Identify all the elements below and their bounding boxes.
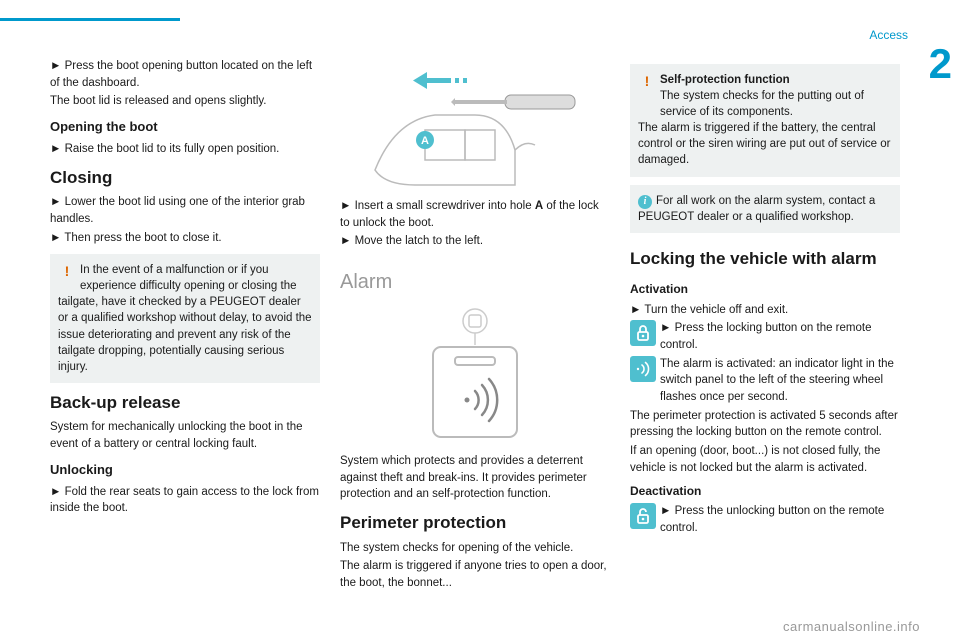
press-boot-instruction: Then press the boot to close it. (50, 230, 320, 247)
chapter-number: 2 (929, 40, 952, 88)
dealer-info-text: For all work on the alarm system, contac… (638, 195, 875, 223)
move-latch-instruction: Move the latch to the left. (340, 233, 610, 250)
backup-release-desc: System for mechanically unlocking the bo… (50, 419, 320, 452)
heading-closing: Closing (50, 166, 320, 191)
content-columns: Press the boot opening button located on… (50, 56, 900, 616)
heading-perimeter: Perimeter protection (340, 511, 610, 536)
self-protection-title: Self-protection function (660, 74, 790, 86)
watermark: carmanualsonline.info (783, 619, 920, 634)
tailgate-warning-text: In the event of a malfunction or if you … (58, 264, 312, 373)
heading-backup-release: Back-up release (50, 391, 320, 416)
alarm-active-row: The alarm is activated: an indicator lig… (630, 356, 900, 406)
top-accent-bar (0, 18, 180, 21)
lower-lid-instruction: Lower the boot lid using one of the inte… (50, 194, 320, 227)
heading-deactivation: Deactivation (630, 483, 900, 500)
press-unlock-instruction: Press the unlocking button on the remote… (660, 505, 884, 534)
perimeter-desc-1: The system checks for opening of the veh… (340, 540, 610, 557)
column-3: ! Self-protection function The system ch… (630, 56, 900, 616)
heading-alarm: Alarm (340, 268, 610, 297)
dealer-info-note: i For all work on the alarm system, cont… (630, 185, 900, 233)
opening-not-closed: If an opening (door, boot...) is not clo… (630, 443, 900, 476)
screwdriver-instruction: ► Insert a small screwdriver into hole A… (340, 198, 610, 231)
column-1: Press the boot opening button located on… (50, 56, 320, 616)
perimeter-5sec: The perimeter protection is activated 5 … (630, 408, 900, 441)
perimeter-desc-2: The alarm is triggered if anyone tries t… (340, 558, 610, 591)
alarm-description: System which protects and provides a det… (340, 453, 610, 503)
heading-activation: Activation (630, 281, 900, 298)
warning-icon: ! (638, 72, 656, 92)
self-protection-body2: The alarm is triggered if the battery, t… (638, 122, 890, 166)
screwdriver-illustration: A (340, 60, 610, 190)
label-a: A (421, 135, 429, 147)
fold-seats-instruction: Fold the rear seats to gain access to th… (50, 484, 320, 517)
alarm-active-text: The alarm is activated: an indicator lig… (660, 356, 900, 406)
column-2: A ► Insert a small screwdriver into hole… (340, 56, 610, 616)
tailgate-warning-note: ! In the event of a malfunction or if yo… (50, 254, 320, 383)
info-icon: i (638, 195, 652, 209)
section-header: Access (869, 28, 908, 42)
boot-open-instruction: Press the boot opening button located on… (50, 58, 320, 91)
self-protection-body1: The system checks for the putting out of… (660, 88, 892, 120)
signal-icon (630, 356, 656, 382)
unlock-button-row: Press the unlocking button on the remote… (630, 503, 900, 536)
unlock-icon (630, 503, 656, 529)
turn-off-instruction: Turn the vehicle off and exit. (630, 302, 900, 319)
lock-icon (630, 320, 656, 346)
warning-icon: ! (58, 262, 76, 282)
heading-locking-alarm: Locking the vehicle with alarm (630, 247, 900, 272)
self-protection-note: ! Self-protection function The system ch… (630, 64, 900, 177)
heading-opening-boot: Opening the boot (50, 118, 320, 137)
lock-button-row: Press the locking button on the remote c… (630, 320, 900, 353)
heading-unlocking: Unlocking (50, 461, 320, 480)
boot-release-note: The boot lid is released and opens sligh… (50, 93, 320, 110)
raise-lid-instruction: Raise the boot lid to its fully open pos… (50, 141, 320, 158)
alarm-illustration (340, 305, 610, 445)
press-lock-instruction: Press the locking button on the remote c… (660, 322, 871, 351)
